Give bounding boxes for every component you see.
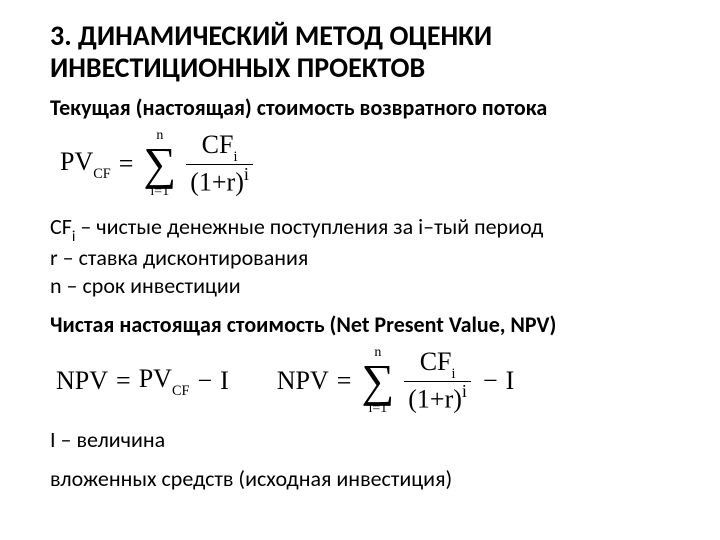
def-cf: CFi – чистые денежные поступления за i–т… bbox=[50, 213, 680, 245]
def-i-line2: вложенных средств (исходная инвестиция) bbox=[50, 465, 680, 492]
pvcf-eq: = bbox=[119, 151, 134, 177]
def-n: n – срок инвестиции bbox=[50, 272, 680, 300]
def-i-line1: I – величина bbox=[50, 426, 680, 453]
npv-fraction: CFi (1+r)i bbox=[404, 348, 471, 415]
definitions-block: CFi – чистые денежные поступления за i–т… bbox=[50, 213, 680, 300]
sigma-icon: n ∑ i=1 bbox=[361, 346, 394, 415]
sigma-icon: n ∑ i=1 bbox=[143, 129, 176, 198]
slide-title: 3. ДИНАМИЧЕСКИЙ МЕТОД ОЦЕНКИ ИНВЕСТИЦИОН… bbox=[50, 20, 680, 84]
slide-container: 3. ДИНАМИЧЕСКИЙ МЕТОД ОЦЕНКИ ИНВЕСТИЦИОН… bbox=[0, 0, 720, 540]
formula-npv-row: NPV = PVCF − I NPV = n ∑ i=1 CFi (1+r)i … bbox=[56, 346, 680, 415]
formula-npv-full: NPV = n ∑ i=1 CFi (1+r)i − I bbox=[277, 346, 515, 415]
pvcf-fraction: CFi (1+r)i bbox=[186, 131, 253, 198]
subheading-pvcf: Текущая (настоящая) стоимость возвратног… bbox=[50, 94, 680, 121]
formula-npv-short: NPV = PVCF − I bbox=[56, 366, 229, 396]
def-r: r – ставка дисконтирования bbox=[50, 244, 680, 272]
pvcf-lhs: PVCF bbox=[60, 149, 111, 179]
formula-pvcf: PVCF = n ∑ i=1 CFi (1+r)i bbox=[60, 129, 680, 198]
subheading-npv: Чистая настоящая стоимость (Net Present … bbox=[50, 311, 680, 338]
